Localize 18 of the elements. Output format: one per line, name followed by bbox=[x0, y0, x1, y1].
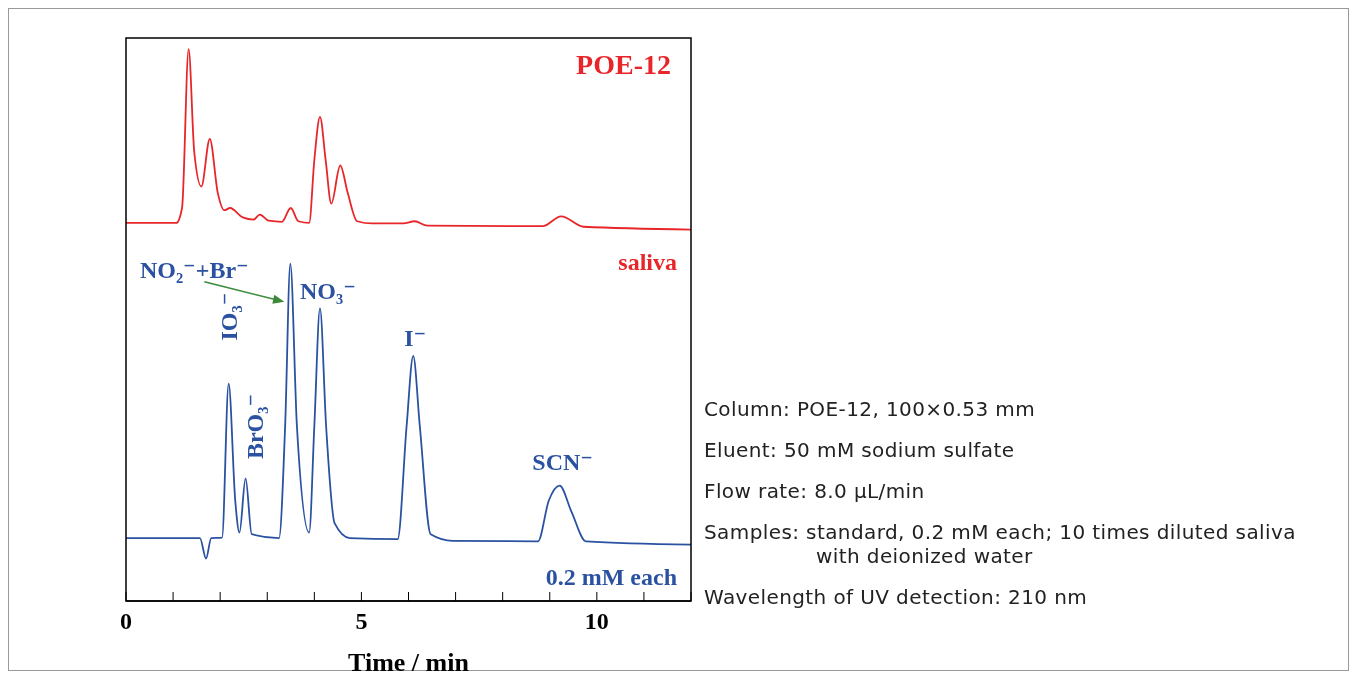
text: Flow rate: 8.0 µL/min bbox=[704, 479, 926, 503]
x-tick-label: 10 bbox=[584, 608, 609, 635]
x-axis-title: Time / min bbox=[348, 648, 470, 677]
series-label: 0.2 mM each bbox=[545, 563, 677, 590]
annotation: NO₃⁻ bbox=[300, 278, 356, 305]
annotation: POE-12 bbox=[576, 49, 671, 80]
text: Eluent: 50 mM sodium sulfate bbox=[704, 438, 1016, 462]
annotation: SCN⁻ bbox=[532, 448, 593, 475]
annotation: NO₂⁻+Br⁻ bbox=[139, 256, 249, 283]
x-tick-label: 0 bbox=[120, 608, 132, 635]
text: Wavelength of UV detection: 210 nm bbox=[704, 585, 1089, 609]
annotation: BrO₃⁻ bbox=[241, 393, 268, 460]
series-label: saliva bbox=[618, 248, 677, 275]
annotation: I⁻ bbox=[404, 324, 427, 351]
annotation: IO₃⁻ bbox=[215, 292, 242, 341]
text: Column: POE-12, 100×0.53 mm bbox=[704, 397, 1037, 421]
text: Samples: standard, 0.2 mM each; 10 times diluted saliva with deionized water bbox=[704, 520, 1297, 568]
x-tick-label: 5 bbox=[355, 608, 368, 635]
